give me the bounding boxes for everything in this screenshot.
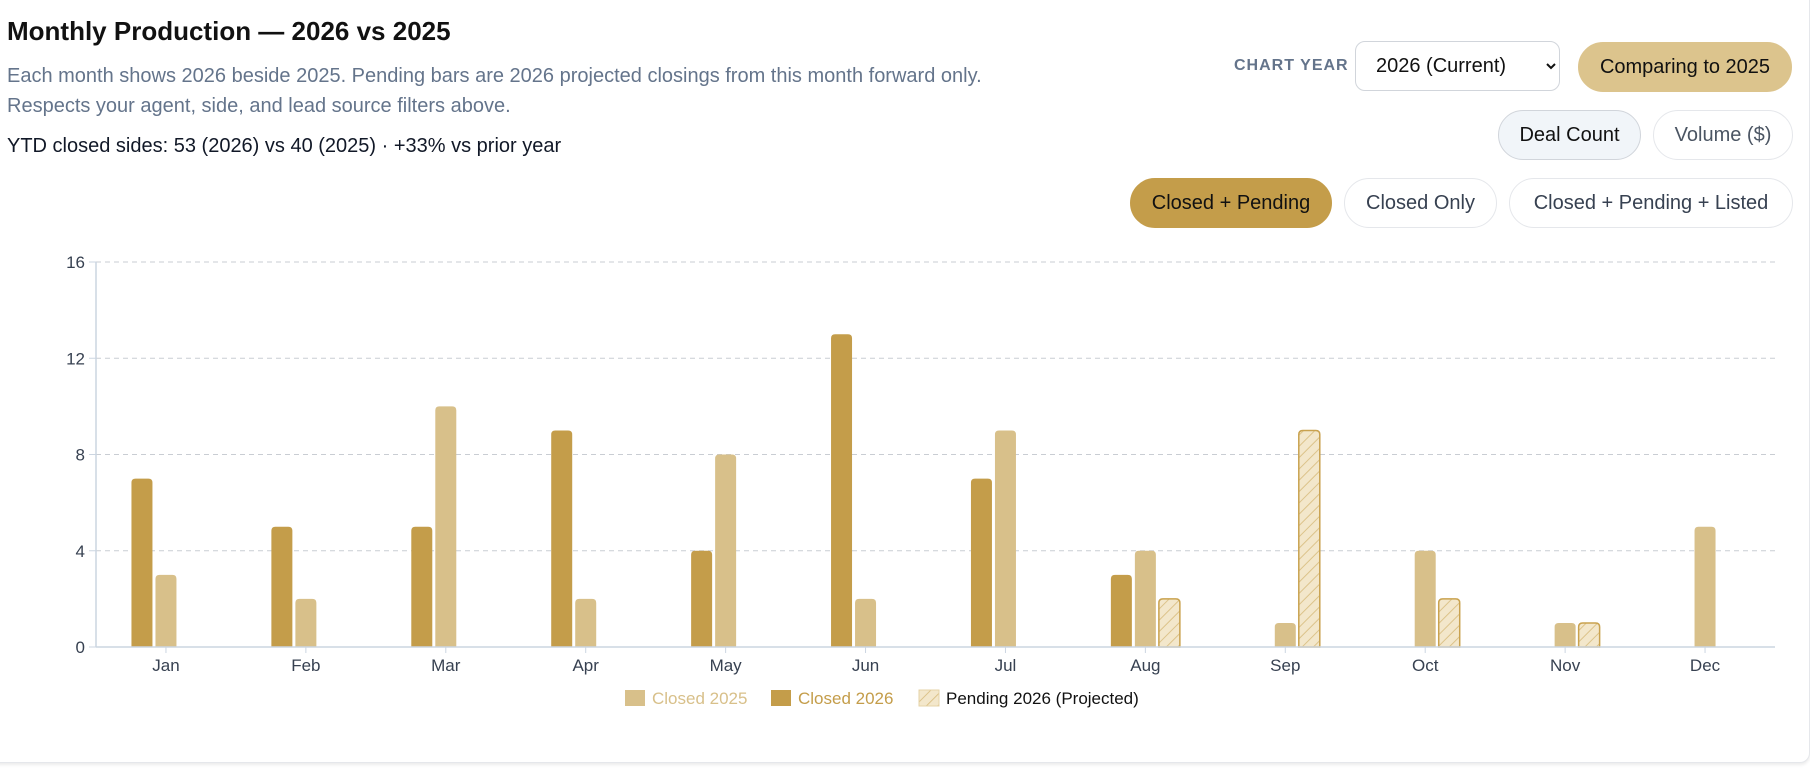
x-tick-label: Sep xyxy=(1270,656,1300,675)
x-tick-label: Feb xyxy=(291,656,320,675)
page-title: Monthly Production — 2026 vs 2025 xyxy=(7,16,451,46)
bar-closed-2025 xyxy=(1414,550,1436,647)
x-tick-label: Jul xyxy=(995,656,1017,675)
bar-closed-2026 xyxy=(970,478,992,647)
bar-closed-2026 xyxy=(131,478,153,647)
bar-closed-2025 xyxy=(1554,622,1576,647)
legend-swatch xyxy=(625,690,645,706)
x-tick-label: Jun xyxy=(852,656,879,675)
bar-closed-2025 xyxy=(295,598,317,647)
legend-label: Pending 2026 (Projected) xyxy=(946,689,1139,708)
bar-closed-2026 xyxy=(831,334,853,647)
legend-label: Closed 2026 xyxy=(798,689,893,708)
mode-closed-pending-listed-button[interactable]: Closed + Pending + Listed xyxy=(1509,178,1793,228)
x-tick-label: Mar xyxy=(431,656,461,675)
bar-closed-2025 xyxy=(1274,622,1296,647)
chart-year-select[interactable]: 2026 (Current) xyxy=(1355,41,1560,91)
legend-label: Closed 2025 xyxy=(652,689,747,708)
bar-closed-2026 xyxy=(411,526,433,647)
metric-deal-count-button[interactable]: Deal Count xyxy=(1498,110,1641,160)
x-tick-label: Nov xyxy=(1550,656,1581,675)
x-tick-label: May xyxy=(710,656,743,675)
bar-pending-2026 xyxy=(1437,598,1461,648)
metric-volume-button[interactable]: Volume ($) xyxy=(1653,110,1793,160)
legend-swatch xyxy=(771,690,791,706)
bar-closed-2025 xyxy=(855,598,877,647)
monthly-production-chart: 0 4 8 12 16 Jan Feb Mar Apr May Jun Jul Aug Sep Oct Nov… xyxy=(66,253,1775,708)
y-tick-label: 4 xyxy=(76,542,85,561)
bar-pending-2026 xyxy=(1298,429,1321,648)
bar-closed-2025 xyxy=(1694,526,1716,647)
y-tick-label: 8 xyxy=(76,446,85,465)
comparing-year-badge[interactable]: Comparing to 2025 xyxy=(1578,42,1792,92)
bar-closed-2026 xyxy=(1110,574,1132,647)
y-tick-label: 12 xyxy=(66,349,85,368)
mode-closed-pending-button[interactable]: Closed + Pending xyxy=(1130,178,1332,228)
bar-closed-2025 xyxy=(155,574,177,647)
bar-pending-2026 xyxy=(1577,622,1601,648)
x-tick-label: Aug xyxy=(1130,656,1160,675)
legend-swatch xyxy=(918,689,940,707)
bar-closed-2025 xyxy=(435,406,457,647)
x-tick-label: Jan xyxy=(152,656,179,675)
chart-year-label: CHART YEAR xyxy=(1234,57,1349,74)
bar-closed-2025 xyxy=(1134,550,1156,647)
bar-closed-2025 xyxy=(994,430,1016,647)
bar-closed-2025 xyxy=(575,598,597,647)
chart-description: Each month shows 2026 beside 2025. Pendi… xyxy=(7,65,982,117)
x-tick-label: Dec xyxy=(1690,656,1721,675)
bar-closed-2026 xyxy=(551,430,573,647)
bar-closed-2025 xyxy=(715,454,737,647)
y-tick-label: 16 xyxy=(66,253,85,272)
ytd-summary: YTD closed sides: 53 (2026) vs 40 (2025)… xyxy=(7,135,562,157)
mode-closed-only-button[interactable]: Closed Only xyxy=(1344,178,1497,228)
bar-pending-2026 xyxy=(1158,598,1181,648)
y-tick-label: 0 xyxy=(76,638,85,657)
x-tick-label: Oct xyxy=(1412,656,1439,675)
bar-closed-2026 xyxy=(691,550,713,647)
x-tick-label: Apr xyxy=(572,656,599,675)
bar-closed-2026 xyxy=(271,526,293,647)
